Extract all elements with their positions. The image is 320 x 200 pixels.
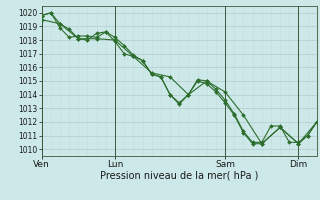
X-axis label: Pression niveau de la mer( hPa ): Pression niveau de la mer( hPa ) [100, 171, 258, 181]
